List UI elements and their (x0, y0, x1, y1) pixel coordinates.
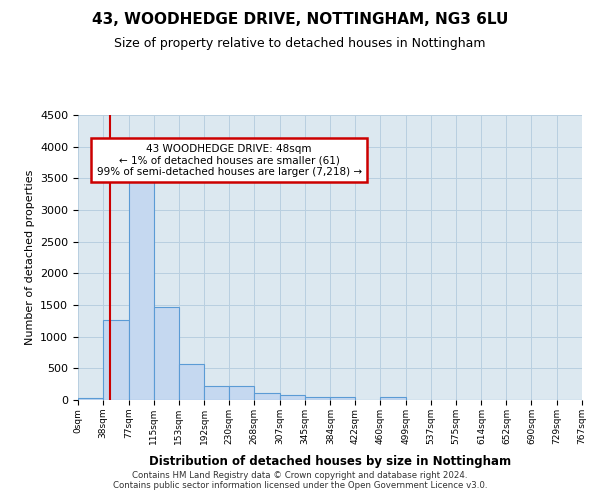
Bar (305, 396, 331, 400)
Bar (380, 397, 406, 400)
Bar (229, 386, 254, 400)
Bar (280, 395, 305, 400)
Bar (254, 392, 280, 400)
Bar (128, 178, 154, 400)
X-axis label: Distribution of detached houses by size in Nottingham: Distribution of detached houses by size … (149, 455, 511, 468)
Text: 43 WOODHEDGE DRIVE: 48sqm
← 1% of detached houses are smaller (61)
99% of semi-d: 43 WOODHEDGE DRIVE: 48sqm ← 1% of detach… (97, 144, 362, 176)
Bar (154, 307, 179, 400)
Y-axis label: Number of detached properties: Number of detached properties (25, 170, 35, 345)
Bar (331, 398, 355, 400)
Bar (78, 398, 103, 400)
Bar (103, 320, 128, 400)
Text: Contains HM Land Registry data © Crown copyright and database right 2024.
Contai: Contains HM Land Registry data © Crown c… (113, 470, 487, 490)
Bar (204, 386, 229, 400)
Bar (179, 364, 204, 400)
Text: Size of property relative to detached houses in Nottingham: Size of property relative to detached ho… (114, 38, 486, 51)
Text: 43, WOODHEDGE DRIVE, NOTTINGHAM, NG3 6LU: 43, WOODHEDGE DRIVE, NOTTINGHAM, NG3 6LU (92, 12, 508, 28)
